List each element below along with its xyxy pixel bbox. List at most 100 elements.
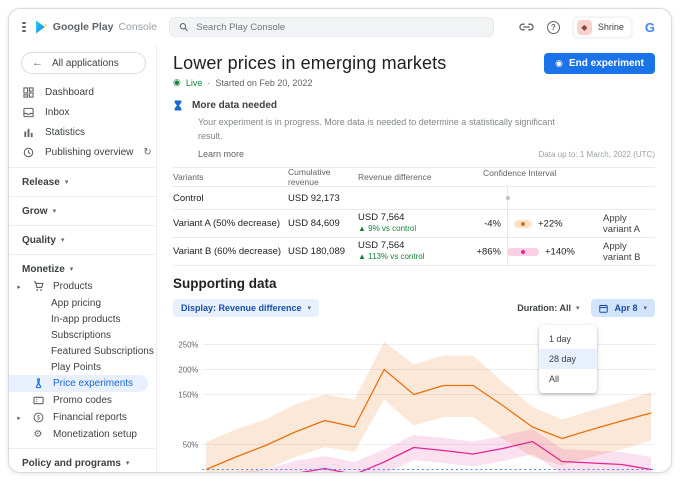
flask-icon — [31, 378, 45, 389]
section-label: Grow — [22, 205, 48, 217]
sidebar-item-inbox[interactable]: Inbox — [9, 102, 156, 122]
sidebar-item-in-app-products[interactable]: In-app products — [9, 311, 156, 327]
menu-item-1-day[interactable]: 1 day — [549, 334, 572, 344]
sidebar-item-products[interactable]: ▸ Products — [9, 278, 156, 295]
revenue-difference-chart: 250% 200% 150% 50% — [178, 340, 655, 472]
live-status-icon: ◉ — [173, 77, 181, 87]
y-axis-tick-label: 250% — [178, 340, 198, 349]
chart-controls: Display: Revenue difference ▾ Duration: … — [173, 299, 655, 393]
menu-item-28-day[interactable]: 28 day — [539, 349, 597, 369]
sidebar-item-price-experiments[interactable]: Price experiments — [9, 375, 148, 392]
sidebar-item-financial-reports[interactable]: ▸ $ Financial reports — [9, 409, 156, 426]
sidebar-section-release[interactable]: Release ▾ — [9, 173, 156, 191]
sidebar-item-label: Play Points — [51, 361, 102, 373]
sidebar-item-statistics[interactable]: Statistics — [9, 122, 156, 142]
app-window: Google Play Console ? ◆ Shrine G — [8, 8, 672, 473]
section-label: Monetize — [22, 263, 65, 275]
table-header-row: Variants Cumulative revenue Revenue diff… — [173, 167, 655, 187]
ci-control-dot — [505, 196, 510, 200]
sidebar-item-promo-codes[interactable]: Promo codes — [9, 392, 156, 409]
sidebar-item-monetization-setup[interactable]: ⚙ Monetization setup — [9, 426, 156, 443]
sidebar-section-monetize[interactable]: Monetize ▾ — [9, 260, 156, 278]
sidebar-item-play-points[interactable]: Play Points — [9, 359, 156, 375]
variant-name: Variant B (60% decrease) — [173, 246, 282, 257]
started-date: Started on Feb 20, 2022 — [215, 77, 313, 88]
table-row-variant-a: Variant A (50% decrease) USD 84,609 USD … — [173, 210, 655, 238]
cumulative-revenue: USD 92,173 — [288, 192, 340, 204]
chevron-down-icon: ▾ — [575, 305, 580, 312]
duration-dropdown[interactable]: Duration: All ▾ — [517, 303, 579, 313]
divider — [173, 167, 655, 168]
help-icon[interactable]: ? — [546, 20, 560, 34]
chevron-down-icon: ▾ — [60, 237, 65, 244]
col-header-variants: Variants — [173, 172, 204, 182]
divider — [9, 225, 156, 226]
account-chip[interactable]: ◆ Shrine — [572, 16, 632, 38]
revenue-difference-pct: ▲ 9% vs control — [358, 224, 417, 234]
more-data-needed-alert: More data needed Your experiment is in p… — [173, 99, 655, 168]
link-icon[interactable] — [519, 23, 534, 31]
sidebar-item-label: Publishing overview — [45, 146, 134, 158]
learn-more-link[interactable]: Learn more — [198, 149, 245, 159]
variants-table: Variants Cumulative revenue Revenue diff… — [173, 167, 655, 266]
sidebar-item-dashboard[interactable]: Dashboard — [9, 82, 156, 102]
sidebar-item-publishing-overview[interactable]: Publishing overview ↻ — [9, 142, 156, 162]
confidence-band — [206, 429, 652, 472]
play-triangle-icon — [35, 20, 47, 34]
apply-variant-a-link[interactable]: Apply variant A — [603, 212, 640, 235]
end-experiment-button[interactable]: ◉ End experiment — [544, 53, 655, 74]
google-logo-icon[interactable]: G — [644, 19, 655, 35]
menu-item-all[interactable]: All — [549, 374, 560, 384]
ci-low-value: -4% — [484, 218, 501, 229]
chevron-down-icon: ▾ — [52, 208, 57, 215]
menu-icon[interactable] — [22, 22, 26, 32]
sidebar-section-grow[interactable]: Grow ▾ — [9, 202, 156, 220]
ci-range-variant-b — [507, 247, 539, 256]
apply-variant-b-link[interactable]: Apply variant B — [603, 240, 641, 263]
inbox-icon — [21, 107, 35, 118]
search-bar[interactable] — [169, 17, 494, 37]
statistics-icon — [21, 127, 35, 138]
sidebar-item-app-pricing[interactable]: App pricing — [9, 295, 156, 311]
cumulative-revenue: USD 84,609 — [288, 218, 340, 229]
table-row-variant-b: Variant B (60% decrease) USD 180,089 USD… — [173, 238, 655, 266]
col-header-cumulative-revenue: Cumulative revenue — [288, 167, 331, 187]
expand-icon[interactable]: ▸ — [17, 283, 21, 291]
live-status-label: Live — [185, 77, 203, 88]
search-input[interactable] — [196, 21, 484, 33]
sidebar-item-featured-subscriptions[interactable]: Featured Subscriptions — [9, 343, 156, 359]
brand-primary: Google Play — [52, 21, 114, 33]
chevron-down-icon: ▾ — [307, 305, 312, 312]
divider — [9, 254, 156, 255]
display-filter-chip[interactable]: Display: Revenue difference ▾ — [173, 299, 320, 317]
col-header-confidence-interval: Confidence Interval — [483, 168, 557, 178]
app-name: Shrine — [597, 22, 624, 32]
record-icon: ◉ — [555, 58, 563, 68]
hourglass-icon — [174, 100, 182, 111]
sidebar-item-label: Monetization setup — [53, 429, 137, 440]
sidebar-item-label: Promo codes — [53, 395, 112, 406]
expand-icon[interactable]: ▸ — [17, 414, 21, 422]
sidebar-item-label: Price experiments — [53, 378, 134, 389]
all-applications-label: All applications — [52, 57, 119, 69]
divider — [9, 167, 156, 168]
sidebar-item-label: App pricing — [51, 297, 102, 309]
date-picker-chip[interactable]: Apr 8 ▾ — [591, 299, 655, 317]
sidebar-item-label: Subscriptions — [51, 329, 112, 341]
sidebar-item-subscriptions[interactable]: Subscriptions — [9, 327, 156, 343]
alert-body: Your experiment is in progress. More dat… — [198, 117, 555, 141]
sidebar-section-policy-and-programs[interactable]: Policy and programs ▾ — [9, 454, 156, 472]
back-arrow-icon: ← — [32, 57, 43, 69]
revenue-difference: USD 7,564 — [358, 212, 405, 224]
series-line — [205, 368, 652, 471]
y-axis-tick-label: 50% — [183, 440, 199, 449]
alert-title: More data needed — [192, 100, 278, 111]
sidebar-section-quality[interactable]: Quality ▾ — [9, 231, 156, 249]
brand-area: Google Play Console — [9, 20, 157, 34]
svg-text:$: $ — [36, 416, 40, 422]
dollar-icon: $ — [31, 412, 45, 423]
play-console-logo[interactable]: Google Play Console — [35, 20, 157, 34]
dashboard-icon — [21, 86, 35, 98]
sidebar-item-label: Statistics — [45, 126, 86, 138]
all-applications-button[interactable]: ← All applications — [21, 52, 146, 74]
